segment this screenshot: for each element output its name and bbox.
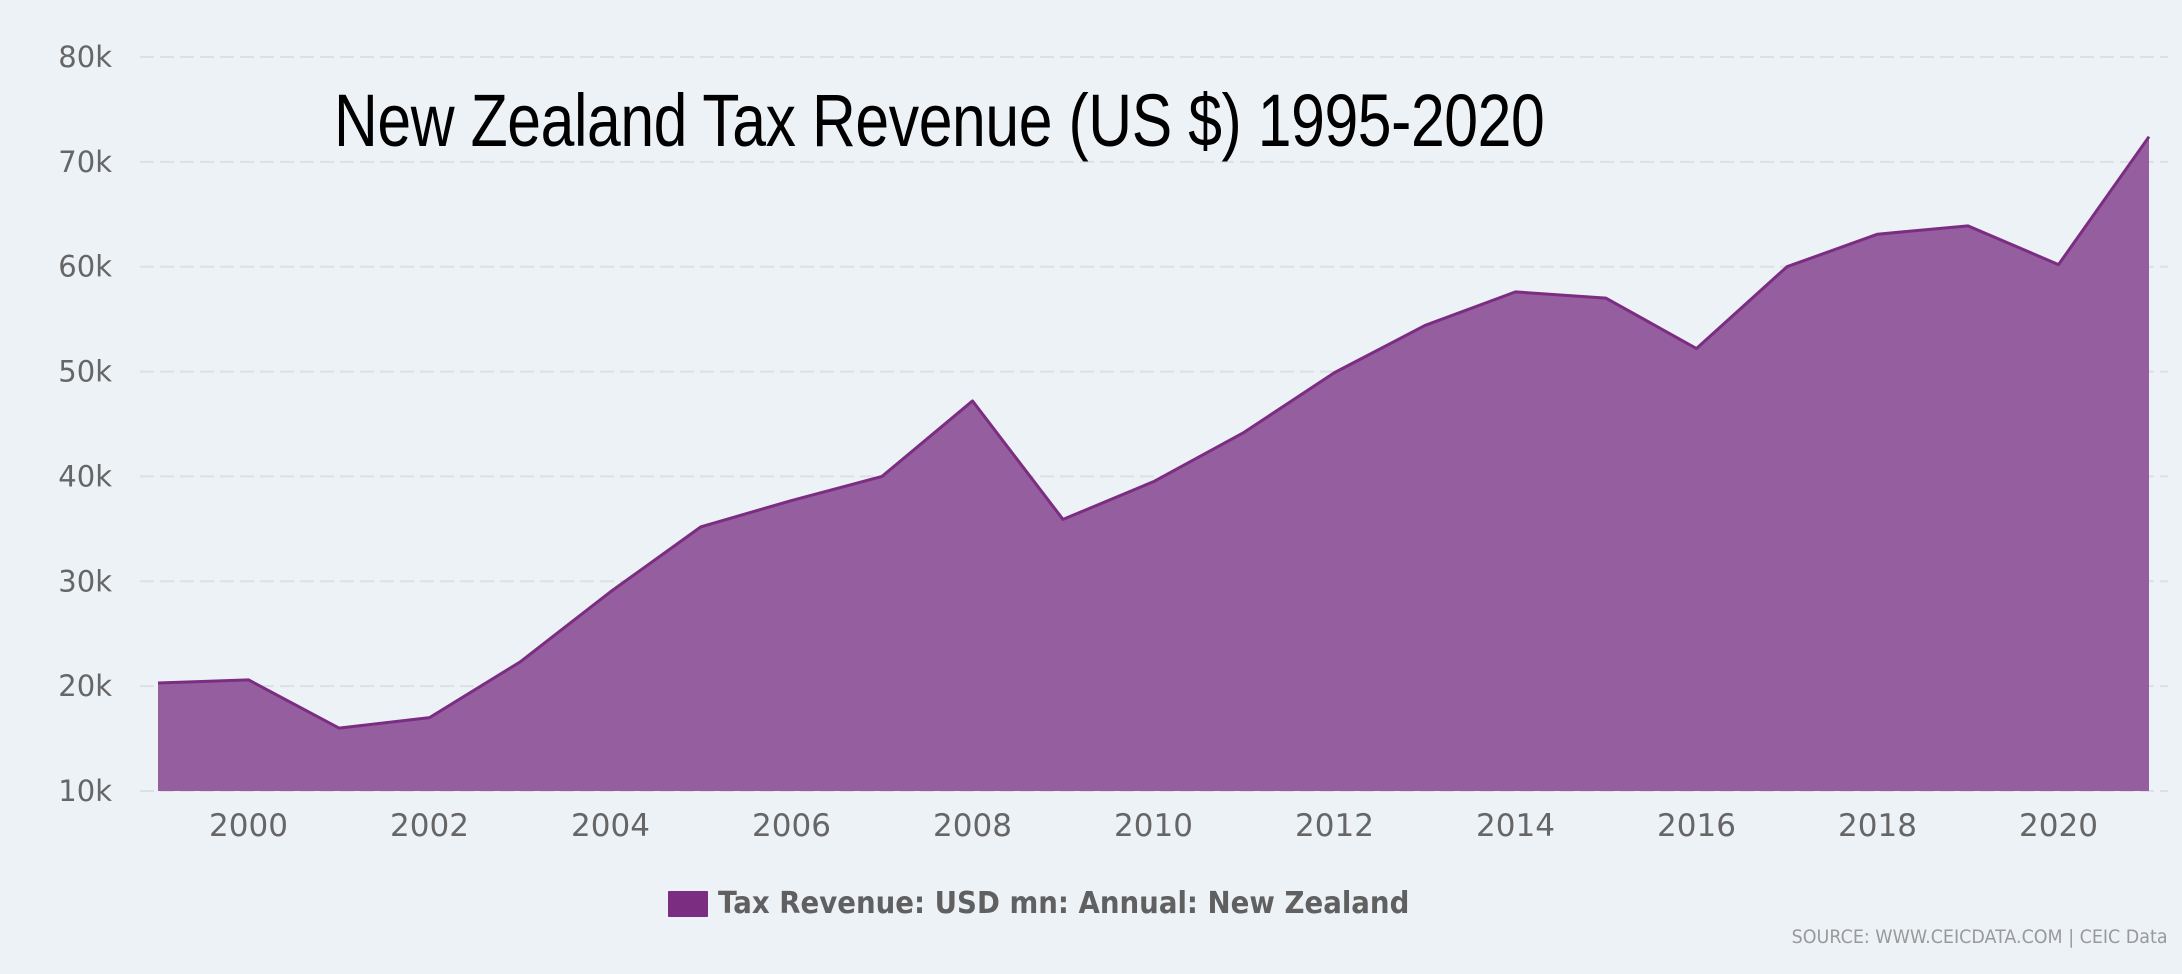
data-point-2010[interactable] — [1151, 479, 1157, 485]
y-tick-label: 50k — [58, 355, 112, 389]
y-tick-label: 80k — [58, 40, 112, 74]
legend-label: Tax Revenue: USD mn: Annual: New Zealand — [718, 886, 1410, 921]
data-point-2004[interactable] — [608, 589, 614, 595]
x-tick-label: 2000 — [209, 808, 288, 844]
data-point-2011[interactable] — [1241, 429, 1247, 435]
data-point-2003[interactable] — [517, 659, 523, 665]
legend[interactable]: Tax Revenue: USD mn: Annual: New Zealand — [668, 886, 1469, 921]
y-tick-label: 70k — [58, 145, 112, 179]
y-tick-label: 40k — [58, 459, 112, 493]
data-point-2015[interactable] — [1603, 295, 1609, 301]
y-tick-label: 60k — [58, 250, 112, 284]
x-tick-label: 2006 — [752, 808, 831, 844]
data-point-1999[interactable] — [155, 680, 161, 686]
data-point-2013[interactable] — [1422, 322, 1428, 328]
data-point-2020[interactable] — [2056, 262, 2062, 268]
x-tick-label: 2002 — [390, 808, 469, 844]
data-point-2005[interactable] — [698, 524, 704, 530]
series-area-fill — [158, 136, 2149, 792]
x-tick-label: 2010 — [1114, 808, 1193, 844]
data-point-2001[interactable] — [336, 725, 342, 731]
data-point-2002[interactable] — [427, 715, 433, 721]
y-tick-label: 10k — [58, 774, 112, 808]
x-tick-label: 2014 — [1476, 808, 1555, 844]
x-tick-label: 2004 — [571, 808, 650, 844]
data-point-2019[interactable] — [1965, 223, 1971, 229]
y-tick-label: 20k — [58, 669, 112, 703]
data-point-2008[interactable] — [970, 398, 976, 404]
data-point-2017[interactable] — [1784, 264, 1790, 270]
data-point-2016[interactable] — [1694, 346, 1700, 352]
data-point-2007[interactable] — [879, 473, 885, 479]
data-point-2018[interactable] — [1875, 231, 1881, 237]
legend-swatch — [668, 890, 708, 917]
y-tick-label: 30k — [58, 564, 112, 598]
series-area[interactable] — [155, 134, 2152, 792]
data-point-2006[interactable] — [789, 498, 795, 504]
data-point-2014[interactable] — [1513, 289, 1519, 295]
x-tick-label: 2012 — [1295, 808, 1374, 844]
x-tick-label: 2020 — [2019, 808, 2098, 844]
data-point-2012[interactable] — [1332, 370, 1338, 376]
source-note[interactable]: SOURCE: WWW.CEICDATA.COM | CEIC Data — [1792, 926, 2168, 948]
series-line — [157, 135, 2151, 730]
data-point-2009[interactable] — [1060, 516, 1066, 522]
x-tick-label: 2008 — [933, 808, 1012, 844]
x-axis: 2000 2002 2004 2006 2008 2010 2012 2014 2016 2018… — [209, 808, 2098, 844]
x-tick-label: 2018 — [1838, 808, 1917, 844]
data-point-2021[interactable] — [2146, 134, 2152, 140]
y-axis: 10k 20k 30k 40k 50k 60k 70k 80k — [58, 40, 112, 808]
x-tick-label: 2016 — [1657, 808, 1736, 844]
data-point-2000[interactable] — [246, 677, 252, 683]
chart-title: New Zealand Tax Revenue (US $) 1995-2020 — [334, 79, 1545, 162]
